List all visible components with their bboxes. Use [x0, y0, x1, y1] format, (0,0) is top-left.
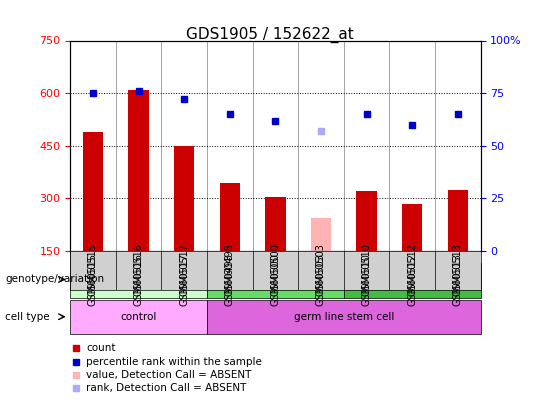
Text: GSM60510: GSM60510: [362, 253, 372, 306]
Bar: [220, 183, 240, 251]
Bar: [83, 132, 103, 251]
Text: cell type: cell type: [5, 312, 50, 322]
Text: value, Detection Call = ABSENT: value, Detection Call = ABSENT: [86, 370, 252, 380]
Text: GSM60503: GSM60503: [316, 253, 326, 306]
Text: GSM60515: GSM60515: [88, 253, 98, 306]
FancyBboxPatch shape: [344, 263, 481, 298]
Text: control: control: [120, 275, 157, 286]
FancyBboxPatch shape: [207, 263, 344, 298]
Bar: [356, 192, 377, 251]
FancyBboxPatch shape: [207, 300, 481, 334]
Bar: [265, 197, 286, 251]
Text: count: count: [86, 343, 116, 353]
Text: GSM60498: GSM60498: [225, 253, 235, 306]
Bar: [129, 90, 149, 251]
Bar: [402, 204, 422, 251]
Bar: [448, 190, 468, 251]
FancyBboxPatch shape: [70, 263, 207, 298]
Bar: [310, 218, 331, 251]
Text: control: control: [120, 312, 157, 322]
FancyBboxPatch shape: [70, 300, 207, 334]
Text: GSM60516: GSM60516: [133, 253, 144, 306]
Text: GSM60513: GSM60513: [453, 253, 463, 306]
Text: GSM60500: GSM60500: [271, 253, 280, 306]
Text: GSM60517: GSM60517: [179, 253, 189, 306]
Text: bam mutant: bam mutant: [243, 275, 308, 286]
Text: percentile rank within the sample: percentile rank within the sample: [86, 357, 262, 367]
Text: germ line stem cell: germ line stem cell: [294, 312, 394, 322]
Bar: [174, 146, 194, 251]
Text: rank, Detection Call = ABSENT: rank, Detection Call = ABSENT: [86, 384, 247, 393]
Text: genotype/variation: genotype/variation: [5, 275, 105, 284]
Text: GDS1905 / 152622_at: GDS1905 / 152622_at: [186, 26, 354, 43]
Text: dpp overexpressed: dpp overexpressed: [362, 275, 462, 286]
Text: GSM60512: GSM60512: [407, 253, 417, 306]
